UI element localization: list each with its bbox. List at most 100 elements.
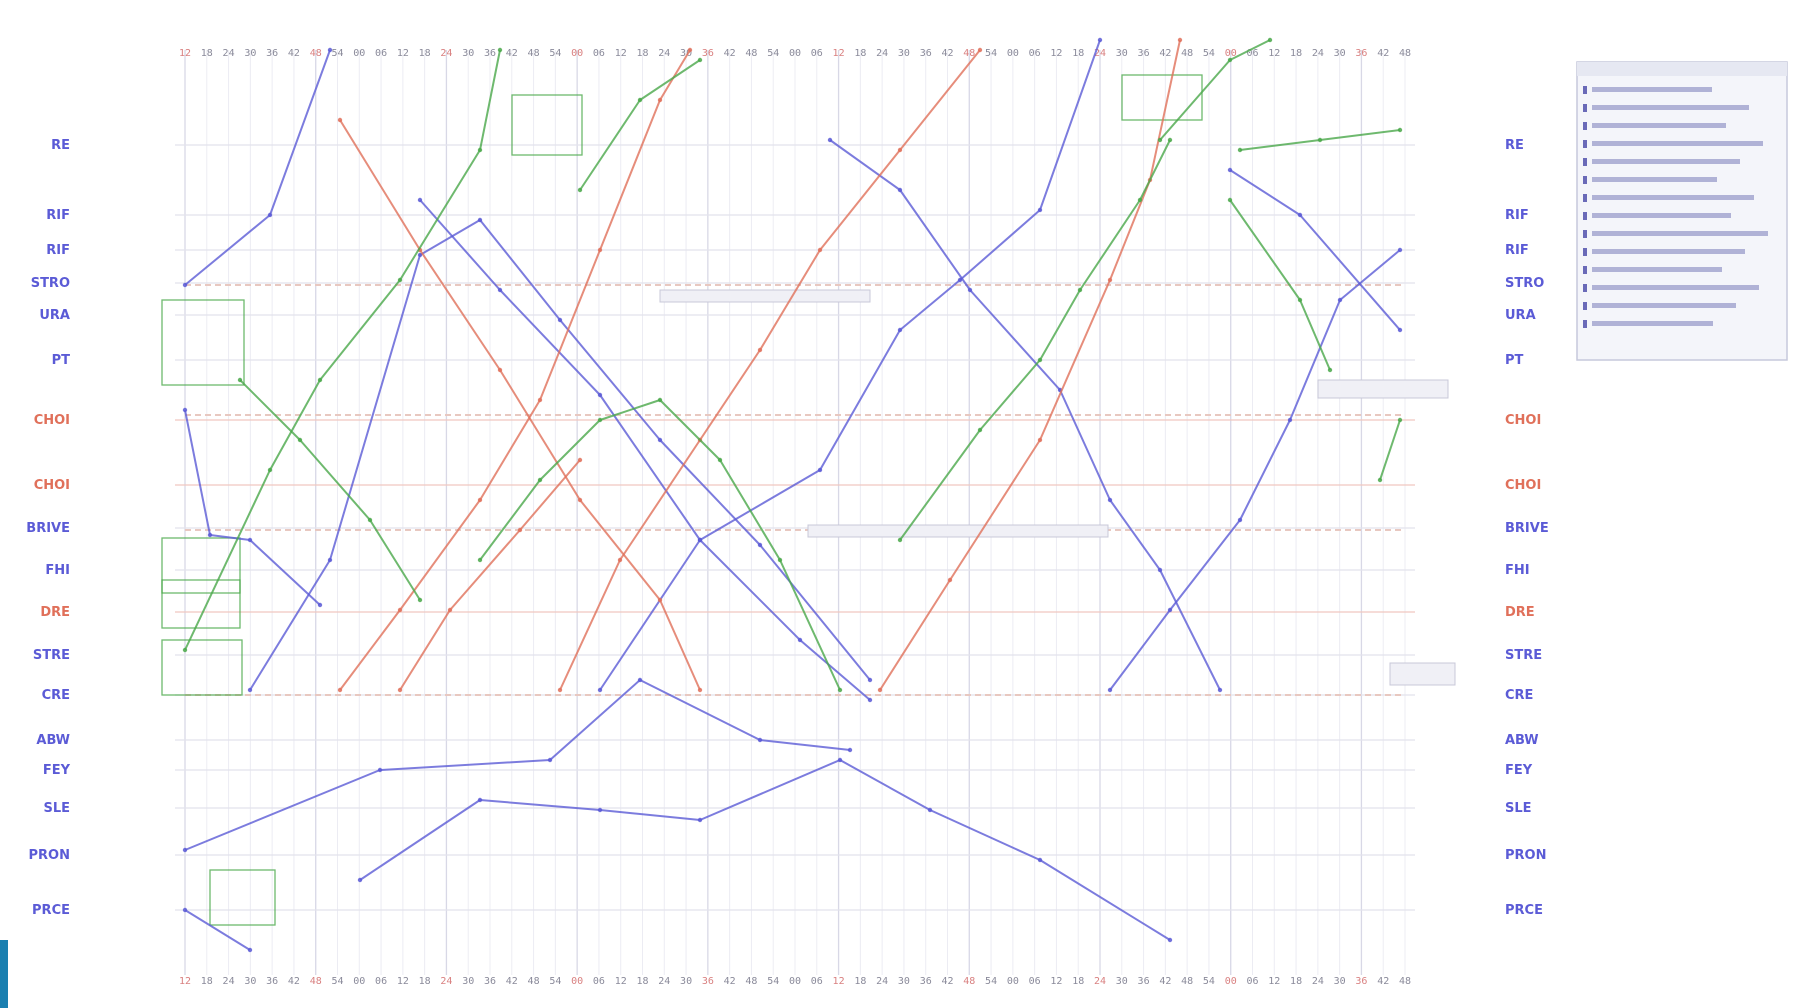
- train-stop-marker: [687, 47, 693, 53]
- train-stop-marker: [577, 457, 583, 463]
- bottom-tick-label: 00: [789, 976, 801, 987]
- top-tick-label: 00: [353, 48, 365, 59]
- train-stop-marker: [897, 327, 903, 333]
- top-tick-label: 48: [310, 48, 322, 59]
- annotation-box: [1389, 662, 1456, 686]
- legend-text-placeholder: [1592, 159, 1740, 164]
- bottom-tick-label: 36: [266, 976, 278, 987]
- train-stop-marker: [977, 47, 983, 53]
- train-stop-marker: [1107, 497, 1113, 503]
- legend-rows: [1583, 86, 1768, 328]
- bottom-time-axis: 12 18 24 30 36 42 48 54 00 06 12 18 24 30 36 42 48 54 00 06…: [179, 976, 1411, 987]
- bottom-tick-label: 06: [1029, 976, 1041, 987]
- right-station-label: PT: [1505, 353, 1524, 368]
- train-stop-marker: [1227, 167, 1233, 173]
- annotation-box: [161, 537, 241, 594]
- top-tick-label: 36: [484, 48, 496, 59]
- top-tick-label: 18: [854, 48, 866, 59]
- train-path: [184, 909, 251, 951]
- right-station-label: PRCE: [1505, 903, 1543, 918]
- train-stop-marker: [877, 687, 883, 693]
- left-station-label: CRE: [42, 688, 70, 703]
- bottom-tick-label: 12: [1050, 976, 1062, 987]
- train-stop-marker: [477, 217, 483, 223]
- top-tick-label: 06: [593, 48, 605, 59]
- legend-swatch: [1583, 284, 1587, 292]
- train-stop-marker: [837, 757, 843, 763]
- bottom-tick-label: 18: [419, 976, 431, 987]
- accent-bar: [0, 940, 8, 1008]
- train-stop-marker: [597, 417, 603, 423]
- right-station-label: FHI: [1505, 563, 1530, 578]
- bottom-tick-label: 36: [920, 976, 932, 987]
- train-stop-marker: [1167, 137, 1173, 143]
- train-path: [249, 219, 871, 691]
- legend-text-placeholder: [1592, 267, 1722, 272]
- right-station-label: PRON: [1505, 848, 1546, 863]
- legend-text-placeholder: [1592, 249, 1745, 254]
- top-tick-label: 00: [1007, 48, 1019, 59]
- train-stop-marker: [477, 797, 483, 803]
- legend-panel: [1576, 61, 1788, 361]
- top-tick-label: 12: [833, 48, 845, 59]
- train-stop-marker: [577, 187, 583, 193]
- top-tick-label: 42: [1377, 48, 1389, 59]
- top-tick-label: 24: [658, 48, 670, 59]
- left-station-labels: RE RIF RIF STRO URA PT CHOI CHOI BRIVE FHI DRE STRE…: [26, 138, 70, 918]
- train-stop-marker: [1157, 567, 1163, 573]
- train-stop-marker: [1377, 477, 1383, 483]
- right-station-label: RIF: [1505, 208, 1529, 223]
- train-stop-marker: [1397, 327, 1403, 333]
- legend-swatch: [1583, 158, 1587, 166]
- bottom-tick-label: 54: [1203, 976, 1215, 987]
- bottom-tick-label: 30: [244, 976, 256, 987]
- left-station-label: RIF: [46, 243, 70, 258]
- top-tick-label: 24: [223, 48, 235, 59]
- annotation-box: [209, 869, 276, 926]
- left-station-label: DRE: [40, 605, 70, 620]
- train-stop-marker: [757, 542, 763, 548]
- train-stop-marker: [1327, 367, 1333, 373]
- annotation-box: [161, 299, 245, 386]
- right-station-label: URA: [1505, 308, 1536, 323]
- train-stop-marker: [207, 532, 213, 538]
- train-stop-marker: [897, 537, 903, 543]
- top-tick-label: 24: [1094, 48, 1106, 59]
- train-stop-marker: [557, 317, 563, 323]
- top-tick-label: 48: [1399, 48, 1411, 59]
- bottom-tick-label: 48: [310, 976, 322, 987]
- legend-text-placeholder: [1592, 303, 1736, 308]
- bottom-tick-label: 24: [658, 976, 670, 987]
- train-stop-marker: [297, 437, 303, 443]
- train-stop-marker: [597, 392, 603, 398]
- bottom-tick-label: 36: [484, 976, 496, 987]
- bottom-tick-label: 42: [941, 976, 953, 987]
- train-stop-marker: [977, 427, 983, 433]
- top-tick-label: 24: [1312, 48, 1324, 59]
- train-stop-marker: [1167, 937, 1173, 943]
- train-stop-marker: [182, 647, 188, 653]
- bottom-tick-label: 48: [528, 976, 540, 987]
- train-path: [184, 679, 851, 851]
- top-tick-label: 18: [419, 48, 431, 59]
- annotation-box: [161, 579, 241, 629]
- annotation-box: [161, 639, 243, 696]
- train-stop-marker: [547, 757, 553, 763]
- bottom-tick-label: 24: [440, 976, 452, 987]
- legend-text-placeholder: [1592, 231, 1768, 236]
- train-stop-marker: [1237, 517, 1243, 523]
- bottom-tick-label: 18: [1072, 976, 1084, 987]
- right-station-label: DRE: [1505, 605, 1535, 620]
- legend-swatch: [1583, 194, 1587, 202]
- bottom-tick-label: 48: [1181, 976, 1193, 987]
- train-stop-marker: [267, 467, 273, 473]
- legend-swatch: [1583, 266, 1587, 274]
- train-stop-marker: [1217, 687, 1223, 693]
- legend-text-placeholder: [1592, 285, 1759, 290]
- top-tick-label: 42: [288, 48, 300, 59]
- top-tick-label: 36: [1355, 48, 1367, 59]
- legend-swatch: [1583, 248, 1587, 256]
- train-stop-marker: [577, 497, 583, 503]
- top-tick-label: 54: [767, 48, 779, 59]
